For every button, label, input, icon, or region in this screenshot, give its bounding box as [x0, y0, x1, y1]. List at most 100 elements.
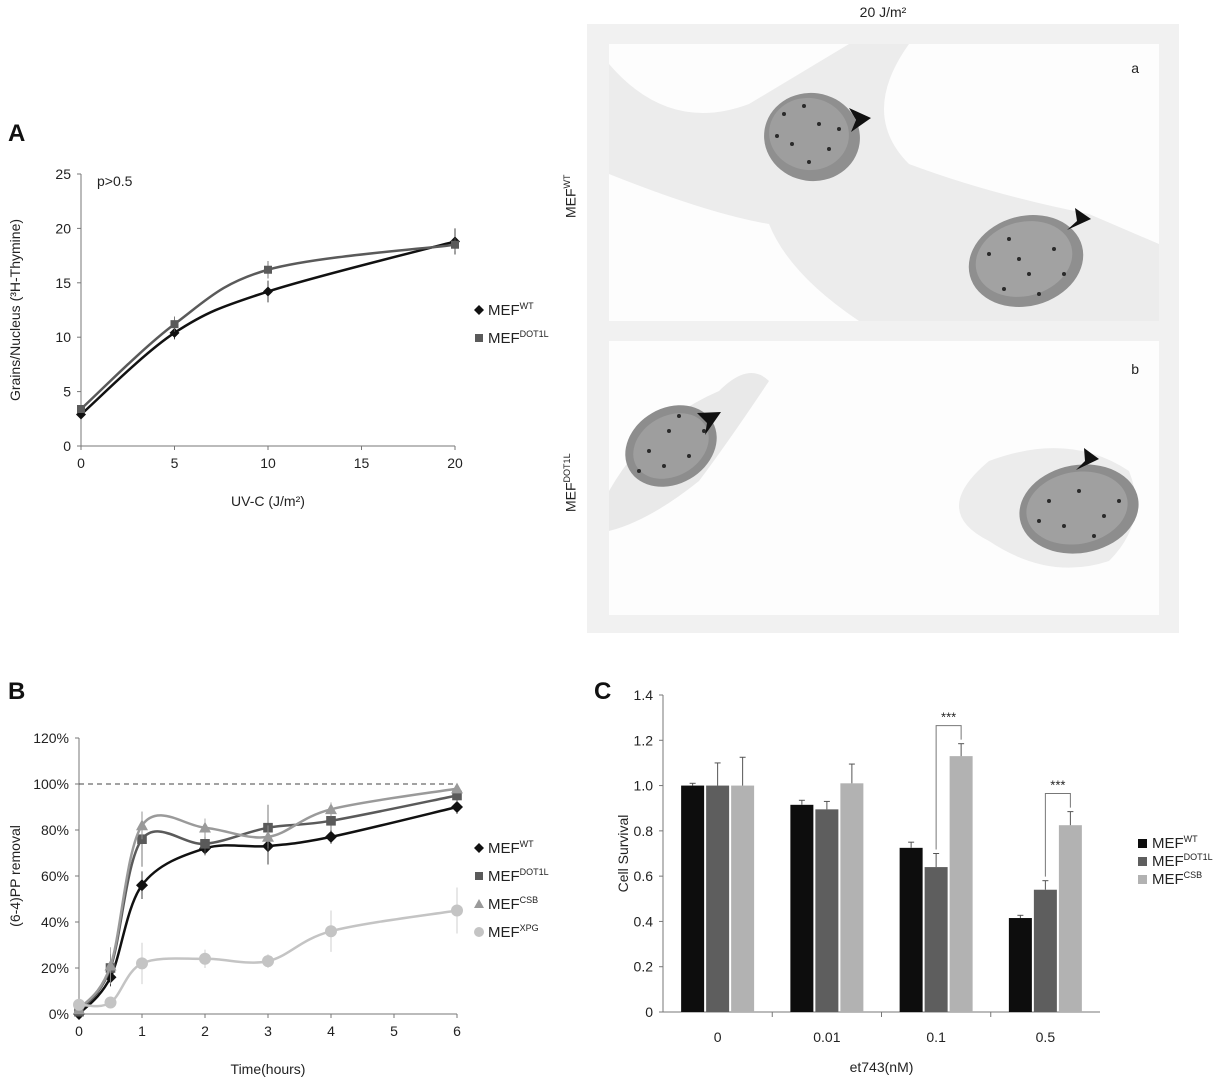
- series-line: [80, 240, 456, 416]
- y-tick-label: 1.4: [634, 687, 654, 703]
- data-point: [104, 996, 117, 1009]
- significance-label: ***: [1050, 777, 1065, 792]
- y-tick-label: 10: [55, 329, 71, 345]
- data-point: [136, 879, 148, 892]
- x-tick-label: 0.1: [926, 1029, 946, 1045]
- bar-dot1l: [924, 867, 948, 1012]
- data-point: [263, 286, 273, 297]
- micrograph-letter-b: b: [1131, 361, 1139, 377]
- bar-csb: [731, 785, 755, 1012]
- bar-csb: [949, 756, 973, 1012]
- micrograph-cells-dot1l: [609, 373, 1139, 568]
- y-tick-label: 0: [63, 438, 71, 454]
- micrograph-image-dot1l: b: [609, 341, 1159, 615]
- significance-label: ***: [941, 710, 956, 725]
- legend-label-dot1l: MEFDOT1L: [488, 329, 549, 347]
- y-tick-label: 25: [55, 166, 71, 182]
- legend-label-wt: MEFWT: [1152, 834, 1198, 852]
- y-axis-label: Cell Survival: [615, 815, 631, 893]
- micrograph-row-label-dot1l: MEFDOT1L: [562, 453, 579, 512]
- y-axis-label: Grains/Nucleus (³H-Thymine): [7, 219, 23, 401]
- legend-label-csb: MEFCSB: [1152, 870, 1202, 888]
- legend-swatch-wt: [1138, 839, 1147, 848]
- data-point: [451, 904, 463, 917]
- legend-marker-dot1l: [475, 334, 483, 342]
- data-point: [73, 998, 85, 1011]
- data-point: [262, 830, 274, 842]
- data-point: [199, 952, 211, 965]
- bar-wt: [790, 804, 814, 1012]
- x-tick-label: 1: [138, 1023, 146, 1039]
- bar-csb: [1058, 825, 1082, 1012]
- data-point: [451, 240, 459, 249]
- bar-dot1l: [815, 809, 839, 1012]
- bar-wt: [1008, 918, 1032, 1012]
- bar-dot1l: [1033, 889, 1057, 1012]
- y-tick-label: 100%: [33, 776, 69, 792]
- data-point: [325, 803, 337, 815]
- significance-bracket: [935, 725, 962, 850]
- panel-c-letter: C: [594, 678, 612, 705]
- legend-label-wt: MEFWT: [488, 301, 534, 319]
- y-tick-label: 15: [55, 275, 71, 291]
- y-tick-label: 40%: [41, 914, 69, 930]
- x-tick-label: 0.5: [1036, 1029, 1056, 1045]
- legend-label-wt: MEFWT: [488, 839, 534, 857]
- legend-swatch-dot1l: [1138, 857, 1147, 866]
- y-tick-label: 60%: [41, 868, 69, 884]
- x-tick-label: 0.01: [813, 1029, 840, 1045]
- micrograph-row-label-wt: MEFWT: [562, 174, 579, 218]
- data-point: [262, 955, 274, 968]
- y-axis-label: (6-4)PP removal: [7, 825, 23, 927]
- panel-a-letter: A: [8, 120, 26, 147]
- micrograph-frame: a b: [587, 24, 1179, 633]
- series-csb: [73, 782, 463, 1015]
- micrograph-cells-wt: [609, 44, 1159, 321]
- x-axis-label: et743(nM): [850, 1059, 914, 1075]
- chart-a: 0 5 10 15 20 25 0 5 10 15 20 UV-C (J/m²) Grains/Nucl…: [7, 166, 549, 509]
- data-point: [452, 790, 462, 801]
- legend-label-csb: MEFCSB: [488, 895, 538, 913]
- p-value-annotation: p>0.5: [97, 173, 133, 189]
- x-tick-label: 4: [327, 1023, 335, 1039]
- data-point: [325, 830, 337, 843]
- data-point: [451, 801, 463, 813]
- y-tick-label: 0.6: [634, 868, 654, 884]
- micrograph-title: 20 J/m²: [859, 4, 907, 20]
- series-line: [80, 243, 456, 410]
- x-tick-label: 0: [75, 1023, 83, 1039]
- legend-marker-wt: [474, 843, 484, 853]
- x-tick-label: 10: [260, 455, 276, 471]
- data-point: [325, 925, 337, 938]
- data-point: [200, 839, 210, 849]
- legend-marker-xpg: [474, 927, 484, 937]
- legend-label-dot1l: MEFDOT1L: [1152, 852, 1213, 870]
- data-point: [169, 327, 180, 338]
- legend-marker-dot1l: [475, 872, 483, 880]
- y-tick-label: 1.0: [634, 778, 654, 794]
- x-axis-label: Time(hours): [231, 1061, 306, 1077]
- legend-marker-wt: [474, 305, 484, 315]
- panel-b-letter: B: [8, 678, 26, 705]
- chart-c: 0 0.2 0.4 0.6 0.8 1.0 1.2 1.4 0 0.01 0.1 0.5 *** *** e…: [615, 687, 1213, 1075]
- y-tick-label: 1.2: [634, 732, 654, 748]
- data-point: [77, 405, 85, 414]
- micrograph-letter-a: a: [1131, 60, 1139, 76]
- x-tick-label: 6: [453, 1023, 461, 1039]
- y-tick-label: 0.2: [634, 959, 654, 975]
- bar-csb: [840, 783, 864, 1012]
- data-point: [137, 834, 147, 844]
- x-tick-label: 20: [447, 455, 463, 471]
- bar-dot1l: [706, 785, 730, 1012]
- significance-bracket: [1044, 792, 1071, 877]
- y-tick-label: 120%: [33, 730, 69, 746]
- chart-b: 0% 20% 40% 60% 80% 100% 120% 0 1 2 3 4 5 6 Time(hours)…: [7, 730, 549, 1077]
- data-point: [104, 959, 117, 971]
- bar-wt: [681, 785, 705, 1012]
- legend-label-dot1l: MEFDOT1L: [488, 867, 549, 885]
- x-tick-label: 0: [714, 1029, 722, 1045]
- data-point: [451, 782, 463, 794]
- y-tick-label: 20: [55, 220, 71, 236]
- legend-marker-csb: [474, 899, 484, 908]
- legend-label-xpg: MEFXPG: [488, 923, 539, 941]
